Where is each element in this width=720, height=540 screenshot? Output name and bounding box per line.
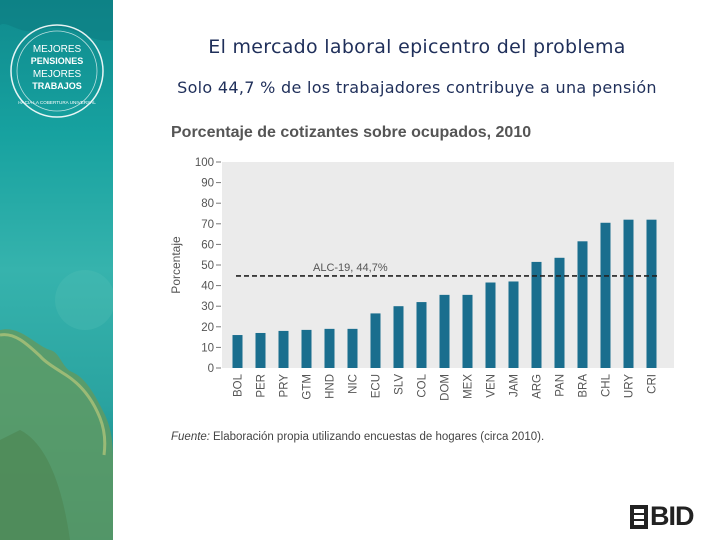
source-note: Fuente: Elaboración propia utilizando enc… [171,431,544,443]
x-tick-label: CHL [601,373,613,397]
x-tick-label: URY [624,374,636,398]
y-tick-label: 20 [201,322,214,334]
bar-nic [347,328,358,368]
bar-jam [508,281,519,368]
x-tick-label: COL [417,373,429,397]
bar-ven [485,282,496,368]
x-tick-label: GTM [302,374,314,400]
mejores-pensiones-logo: MEJORES PENSIONES MEJORES TRABAJOS HACIA… [10,24,104,118]
x-tick-label: DOM [440,374,452,401]
slide-subtitle: Solo 44,7 % de los trabajadores contribu… [177,78,657,97]
decorative-sidebar: MEJORES PENSIONES MEJORES TRABAJOS HACIA… [0,0,113,540]
x-tick-label: VEN [486,374,498,398]
x-tick-label: CRI [647,374,659,394]
logo-line-2: PENSIONES [31,56,84,66]
reference-line-label: ALC-19, 44,7% [313,262,388,274]
bar-pan [554,257,565,368]
y-axis: 0 10 20 30 40 50 60 70 80 90 100 [195,157,221,375]
y-tick-label: 40 [201,281,214,293]
chart-title: Porcentaje de cotizantes sobre ocupados,… [171,124,531,141]
x-tick-label: MEX [463,374,475,399]
x-tick-label: PER [256,374,268,398]
y-tick-label: 50 [201,260,214,272]
logo-line-3: MEJORES [33,69,82,80]
bar-ury [623,219,634,368]
x-tick-label: HND [325,374,337,399]
x-axis: BOL PER PRY GTM HND NIC ECU SLV COL DOM MEX VEN JAM A… [233,373,659,400]
bar-ecu [370,313,381,368]
map-decoration [0,0,113,540]
bar-chl [600,222,611,368]
logo-line-4: TRABAJOS [32,81,82,91]
x-tick-label: ECU [371,374,383,398]
bar-per [255,332,266,368]
bars [232,219,657,368]
y-axis-label: Porcentaje [169,236,183,294]
y-tick-label: 90 [201,178,214,190]
bar-gtm [301,329,312,368]
bar-cri [646,219,657,368]
x-tick-label: BRA [578,374,590,398]
bar-bol [232,335,243,368]
x-tick-label: BOL [233,373,245,397]
bid-text: BID [650,501,694,531]
y-tick-label: 0 [208,363,214,375]
y-tick-label: 100 [195,157,214,169]
source-text: Elaboración propia utilizando encuestas … [213,431,544,443]
bar-chart: Porcentaje de cotizantes sobre ocupados,… [169,124,674,443]
slide-title: El mercado laboral epicentro del problem… [208,36,626,58]
x-tick-label: PAN [555,374,567,397]
x-tick-label: SLV [394,374,406,395]
y-tick-label: 10 [201,342,214,354]
source-label: Fuente: [171,431,210,443]
logo-ring-text: HACIA LA COBERTURA UNIVERSAL [18,100,96,105]
y-tick-label: 70 [201,219,214,231]
bar-slv [393,306,404,368]
bid-logo: BID [628,501,708,533]
bar-arg [531,261,542,368]
bar-bra [577,241,588,368]
bid-emblem-icon [630,505,648,529]
bar-dom [439,294,450,368]
bar-hnd [324,328,335,368]
y-tick-label: 80 [201,198,214,210]
logo-line-1: MEJORES [33,44,82,55]
x-tick-label: ARG [532,374,544,399]
y-tick-label: 30 [201,301,214,313]
x-tick-label: NIC [348,374,360,394]
x-tick-label: JAM [509,374,521,397]
bar-pry [278,330,289,368]
y-tick-label: 60 [201,239,214,251]
bar-mex [462,294,473,368]
bar-col [416,302,427,368]
x-tick-label: PRY [279,374,291,398]
